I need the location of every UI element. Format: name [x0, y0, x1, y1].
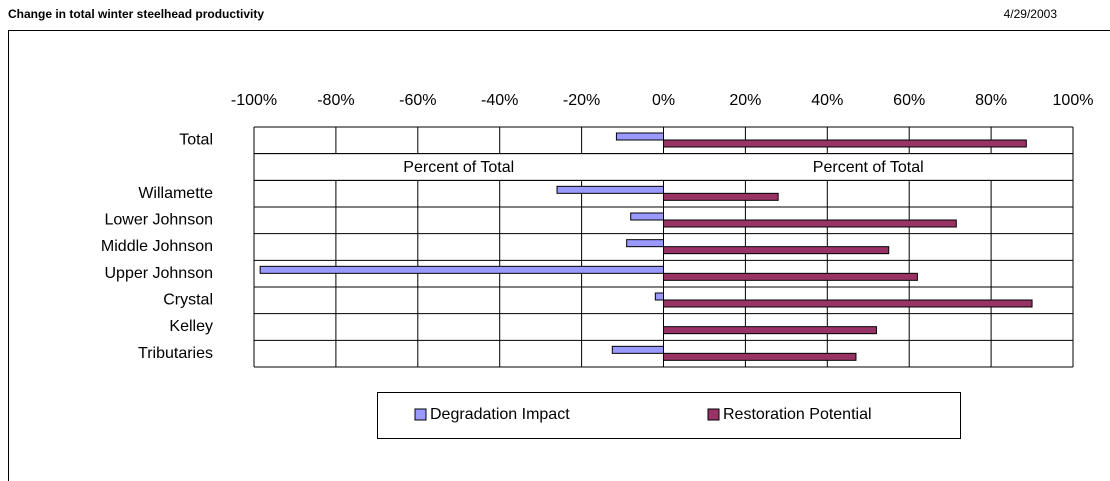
bar — [663, 272, 918, 281]
x-tick-label: -80% — [317, 92, 354, 109]
y-tick-label: Total — [179, 132, 213, 149]
x-tick-label: -20% — [563, 92, 600, 109]
y-tick-label: Middle Johnson — [101, 238, 213, 255]
bar — [663, 219, 957, 228]
band-label: Percent of Total — [813, 159, 924, 176]
chart-title: Change in total winter steelhead product… — [8, 7, 264, 21]
bar — [663, 326, 877, 335]
bar — [626, 239, 665, 248]
x-tick-label: 60% — [893, 92, 925, 109]
legend-box — [377, 392, 961, 439]
bar — [663, 299, 1033, 308]
y-tick-label: Kelley — [169, 318, 213, 335]
x-tick-label: 100% — [1053, 92, 1094, 109]
legend-swatch — [414, 408, 427, 421]
y-tick-label: Crystal — [163, 292, 213, 309]
bar — [611, 345, 664, 354]
legend-label: Restoration Potential — [723, 406, 872, 423]
x-tick-label: -60% — [399, 92, 436, 109]
bar — [663, 246, 890, 255]
legend-swatch — [707, 408, 720, 421]
y-tick-label: Tributaries — [138, 345, 213, 362]
x-tick-label: 40% — [811, 92, 843, 109]
bar — [615, 132, 664, 141]
bar — [259, 265, 664, 274]
chart-frame — [8, 30, 1110, 481]
x-tick-label: -100% — [231, 92, 277, 109]
x-tick-label: 20% — [729, 92, 761, 109]
band — [253, 153, 1074, 181]
bar — [663, 192, 779, 201]
x-tick-label: -40% — [481, 92, 518, 109]
x-tick-label: 80% — [975, 92, 1007, 109]
y-tick-label: Upper Johnson — [104, 265, 213, 282]
band-label: Percent of Total — [403, 159, 514, 176]
legend-label: Degradation Impact — [430, 406, 570, 423]
bar — [663, 139, 1027, 148]
x-tick-label: 0% — [652, 92, 675, 109]
chart-date: 4/29/2003 — [1004, 7, 1058, 21]
y-tick-label: Willamette — [138, 185, 213, 202]
bar — [663, 352, 857, 361]
bar — [654, 292, 664, 301]
y-tick-label: Lower Johnson — [104, 212, 213, 229]
bar — [556, 185, 665, 194]
bar — [630, 212, 664, 221]
